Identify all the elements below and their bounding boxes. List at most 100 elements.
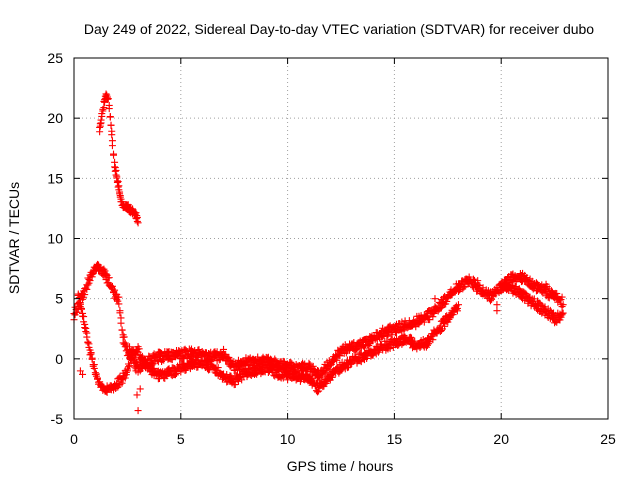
- data-point-outlier: [542, 280, 550, 288]
- data-point-outlier: [493, 301, 501, 309]
- data-point-secondary: [452, 305, 460, 313]
- data-point-secondary: [538, 301, 546, 309]
- data-point-secondary: [150, 364, 158, 372]
- data-point-spike: [110, 150, 118, 158]
- axis-ticks: [73, 57, 609, 420]
- data-point-secondary: [238, 376, 246, 384]
- data-point-spike: [105, 101, 113, 109]
- data-point-spike: [96, 120, 104, 128]
- data-point-secondary: [206, 357, 214, 365]
- data-point-secondary: [276, 365, 284, 373]
- data-point-spike: [107, 121, 115, 129]
- data-point-outlier: [132, 367, 140, 375]
- data-point-outlier: [493, 307, 501, 315]
- data-point-outlier: [79, 370, 87, 378]
- data-point-secondary: [386, 344, 394, 352]
- data-point-main: [305, 359, 313, 367]
- x-tick-label: 20: [493, 431, 509, 447]
- data-point-main: [422, 312, 430, 320]
- data-point-outlier: [133, 391, 141, 399]
- y-tick-label: 20: [47, 110, 63, 126]
- data-point-secondary: [510, 287, 518, 295]
- data-point-secondary: [400, 331, 408, 339]
- data-point-secondary: [328, 373, 336, 381]
- data-point-main: [153, 357, 161, 365]
- data-point-main: [152, 352, 160, 360]
- data-point-secondary: [166, 368, 174, 376]
- data-point-main: [118, 326, 126, 334]
- data-point-main: [456, 286, 464, 294]
- data-point-secondary: [231, 380, 239, 388]
- y-tick-label: -5: [51, 411, 64, 427]
- data-point-secondary: [181, 366, 189, 374]
- data-point-secondary: [406, 333, 414, 341]
- data-point-secondary: [123, 367, 131, 375]
- x-tick-label: 5: [177, 431, 185, 447]
- data-point-main: [117, 314, 125, 322]
- data-point-outlier: [548, 289, 556, 297]
- data-point-secondary: [347, 360, 355, 368]
- data-point-secondary: [437, 327, 445, 335]
- data-point-secondary: [521, 289, 529, 297]
- x-axis-title: GPS time / hours: [287, 458, 394, 474]
- data-point-secondary: [429, 336, 437, 344]
- data-point-spike: [104, 95, 112, 103]
- y-tick-label: 5: [55, 291, 63, 307]
- data-point-spike: [111, 158, 119, 166]
- data-point-main: [287, 358, 295, 366]
- data-point-main: [306, 361, 314, 369]
- chart-title: Day 249 of 2022, Sidereal Day-to-day VTE…: [84, 21, 594, 37]
- data-point-spike: [113, 172, 121, 180]
- data-point-outlier: [76, 367, 84, 375]
- data-point-secondary: [315, 387, 323, 395]
- data-point-secondary: [121, 374, 129, 382]
- y-axis-title: SDTVAR / TECUs: [6, 182, 22, 294]
- data-point-secondary: [445, 315, 453, 323]
- data-point-secondary: [454, 301, 462, 309]
- data-point-spike: [100, 104, 108, 112]
- data-point-secondary: [83, 333, 91, 341]
- data-point-spike: [116, 192, 124, 200]
- data-point-spike: [108, 127, 116, 135]
- data-point-secondary: [194, 356, 202, 364]
- data-point-secondary: [314, 388, 322, 396]
- data-point-secondary: [84, 339, 92, 347]
- data-point-secondary: [449, 311, 457, 319]
- data-point-outlier: [119, 331, 127, 339]
- data-point-spike: [106, 113, 114, 121]
- data-point-main: [437, 304, 445, 312]
- data-point-main: [360, 344, 368, 352]
- data-point-spike: [112, 166, 120, 174]
- data-point-outlier: [136, 385, 144, 393]
- data-point-outlier: [431, 295, 439, 303]
- data-point-secondary: [441, 322, 449, 330]
- data-point-outlier: [474, 277, 482, 285]
- data-point-main: [88, 270, 96, 278]
- data-point-secondary: [363, 354, 371, 362]
- data-point-secondary: [234, 377, 242, 385]
- data-point-secondary: [90, 364, 98, 372]
- data-point-main: [553, 290, 561, 298]
- data-point-main: [111, 286, 119, 294]
- y-tick-label: 25: [47, 50, 63, 66]
- data-point-main: [102, 270, 110, 278]
- data-point-secondary: [214, 364, 222, 372]
- data-point-main: [309, 362, 317, 370]
- data-point-secondary: [369, 351, 377, 359]
- data-point-secondary: [93, 374, 101, 382]
- data-point-outlier: [134, 407, 142, 415]
- data-point-secondary: [173, 370, 181, 378]
- data-point-secondary: [81, 324, 89, 332]
- data-point-main: [101, 267, 109, 275]
- y-tick-label: 0: [55, 351, 63, 367]
- data-point-main: [105, 274, 113, 282]
- data-point-spike: [113, 177, 121, 185]
- data-point-secondary: [182, 366, 190, 374]
- data-point-secondary: [122, 371, 130, 379]
- data-point-secondary: [558, 311, 566, 319]
- data-point-main: [108, 282, 116, 290]
- y-tick-label: 10: [47, 231, 63, 247]
- data-point-spike: [102, 90, 110, 98]
- data-point-secondary: [552, 317, 560, 325]
